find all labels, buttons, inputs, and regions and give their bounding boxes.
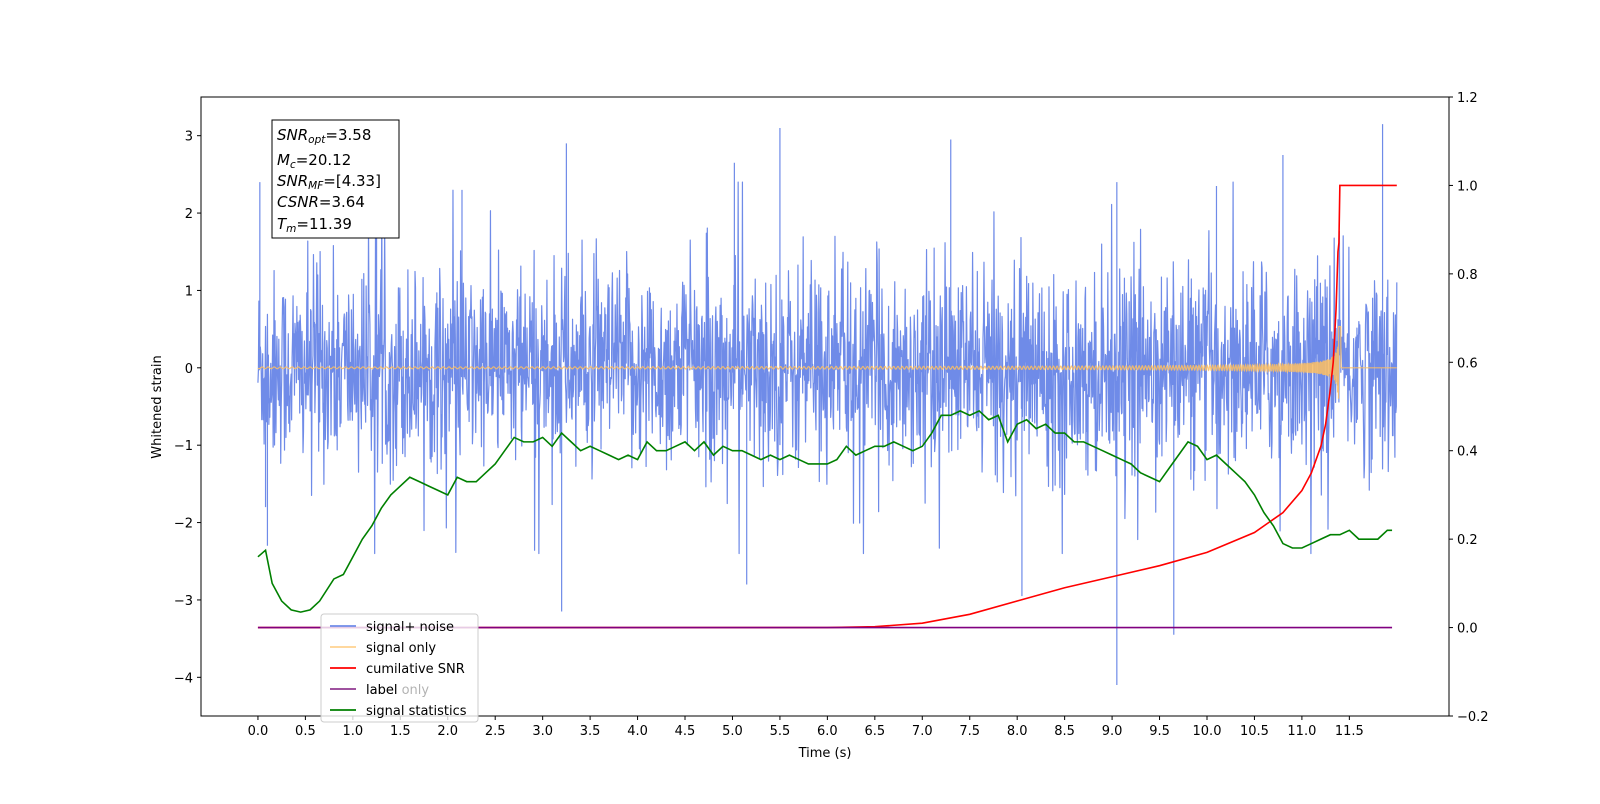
y2-tick-label: 0.8	[1457, 268, 1478, 283]
x-tick-label: 0.5	[295, 724, 316, 739]
y2-tick-label: 0.2	[1457, 533, 1478, 548]
y-tick-label: −4	[174, 671, 193, 686]
x-tick-label: 11.5	[1335, 724, 1364, 739]
x-tick-label: 1.5	[390, 724, 411, 739]
x-tick-label: 5.5	[770, 724, 791, 739]
y-tick-label: −3	[174, 594, 193, 609]
x-tick-label: 6.5	[864, 724, 885, 739]
y-tick-label: −2	[174, 517, 193, 532]
x-tick-label: 2.0	[437, 724, 458, 739]
x-tick-label: 10.0	[1193, 724, 1222, 739]
annotation-line: Mc=20.12	[277, 151, 351, 171]
y-tick-label: 3	[185, 130, 193, 145]
series-signal-only	[257, 325, 1397, 399]
plot-frame	[200, 96, 1450, 717]
x-tick-label: 7.5	[959, 724, 980, 739]
y-tick-label: 0	[185, 362, 193, 377]
x-tick-label: 8.5	[1054, 724, 1075, 739]
y2-tick-label: 0.4	[1457, 445, 1478, 460]
y2-tick-label: 0.6	[1457, 356, 1478, 371]
series-cumilative-snr	[257, 184, 1397, 629]
x-tick-label: 5.0	[722, 724, 743, 739]
legend: signal+ noise signal only cumilative SNR la…	[320, 613, 479, 723]
y-axis-left: 3 2 1 0 −1 −2 −3 −4	[174, 130, 201, 686]
x-tick-label: 8.0	[1007, 724, 1028, 739]
x-tick-label: 2.5	[485, 724, 506, 739]
x-tick-label: 0.0	[248, 724, 269, 739]
y-axis-right: 1.2 1.0 0.8 0.6 0.4 0.2 0.0 −0.2	[1449, 91, 1489, 725]
x-axis: 0.0 0.5 1.0 1.5 2.0 2.5 3.0 3.5 4.0 4.5 5.0 5.5 6.0 6…	[248, 716, 1364, 739]
y2-tick-label: −0.2	[1457, 710, 1489, 725]
legend-label: cumilative SNR	[366, 662, 465, 677]
annotation-line: SNRopt=3.58	[277, 126, 371, 146]
x-tick-label: 1.0	[343, 724, 364, 739]
y-tick-label: 1	[185, 284, 193, 299]
legend-label: signal statistics	[366, 704, 467, 719]
legend-label: label	[366, 683, 397, 698]
annotation-box: SNRopt=3.58 Mc=20.12SNRMF=[4.33]CSNR=3.64…	[271, 119, 400, 239]
legend-label: signal only	[366, 641, 436, 656]
y-tick-label: 2	[185, 207, 193, 222]
y-tick-label: −1	[174, 439, 193, 454]
x-tick-label: 4.5	[675, 724, 696, 739]
annotation-frame	[271, 119, 400, 239]
annotation-line: Tm=11.39	[277, 215, 352, 235]
y2-tick-label: 0.0	[1457, 622, 1478, 637]
x-tick-label: 3.0	[532, 724, 553, 739]
legend-frame	[320, 613, 479, 723]
annotation-line: CSNR=3.64	[277, 193, 365, 211]
y2-tick-label: 1.2	[1457, 91, 1478, 106]
x-tick-label: 9.0	[1102, 724, 1123, 739]
legend-label: label only	[366, 683, 429, 698]
x-axis-label: Time (s)	[798, 746, 852, 761]
legend-label: signal+ noise	[366, 620, 454, 635]
annotation-line: SNRMF=[4.33]	[277, 172, 381, 192]
x-tick-label: 7.0	[912, 724, 933, 739]
x-tick-label: 3.5	[580, 724, 601, 739]
x-tick-label: 6.0	[817, 724, 838, 739]
series-signal-noise	[257, 124, 1398, 686]
series-signal-statistics	[257, 409, 1393, 613]
x-tick-label: 4.0	[627, 724, 648, 739]
series-layer	[257, 124, 1398, 686]
x-tick-label: 9.5	[1149, 724, 1170, 739]
x-tick-label: 11.0	[1287, 724, 1316, 739]
y2-tick-label: 1.0	[1457, 179, 1478, 194]
y-axis-label: Whitened strain	[150, 355, 165, 458]
x-tick-label: 10.5	[1240, 724, 1269, 739]
